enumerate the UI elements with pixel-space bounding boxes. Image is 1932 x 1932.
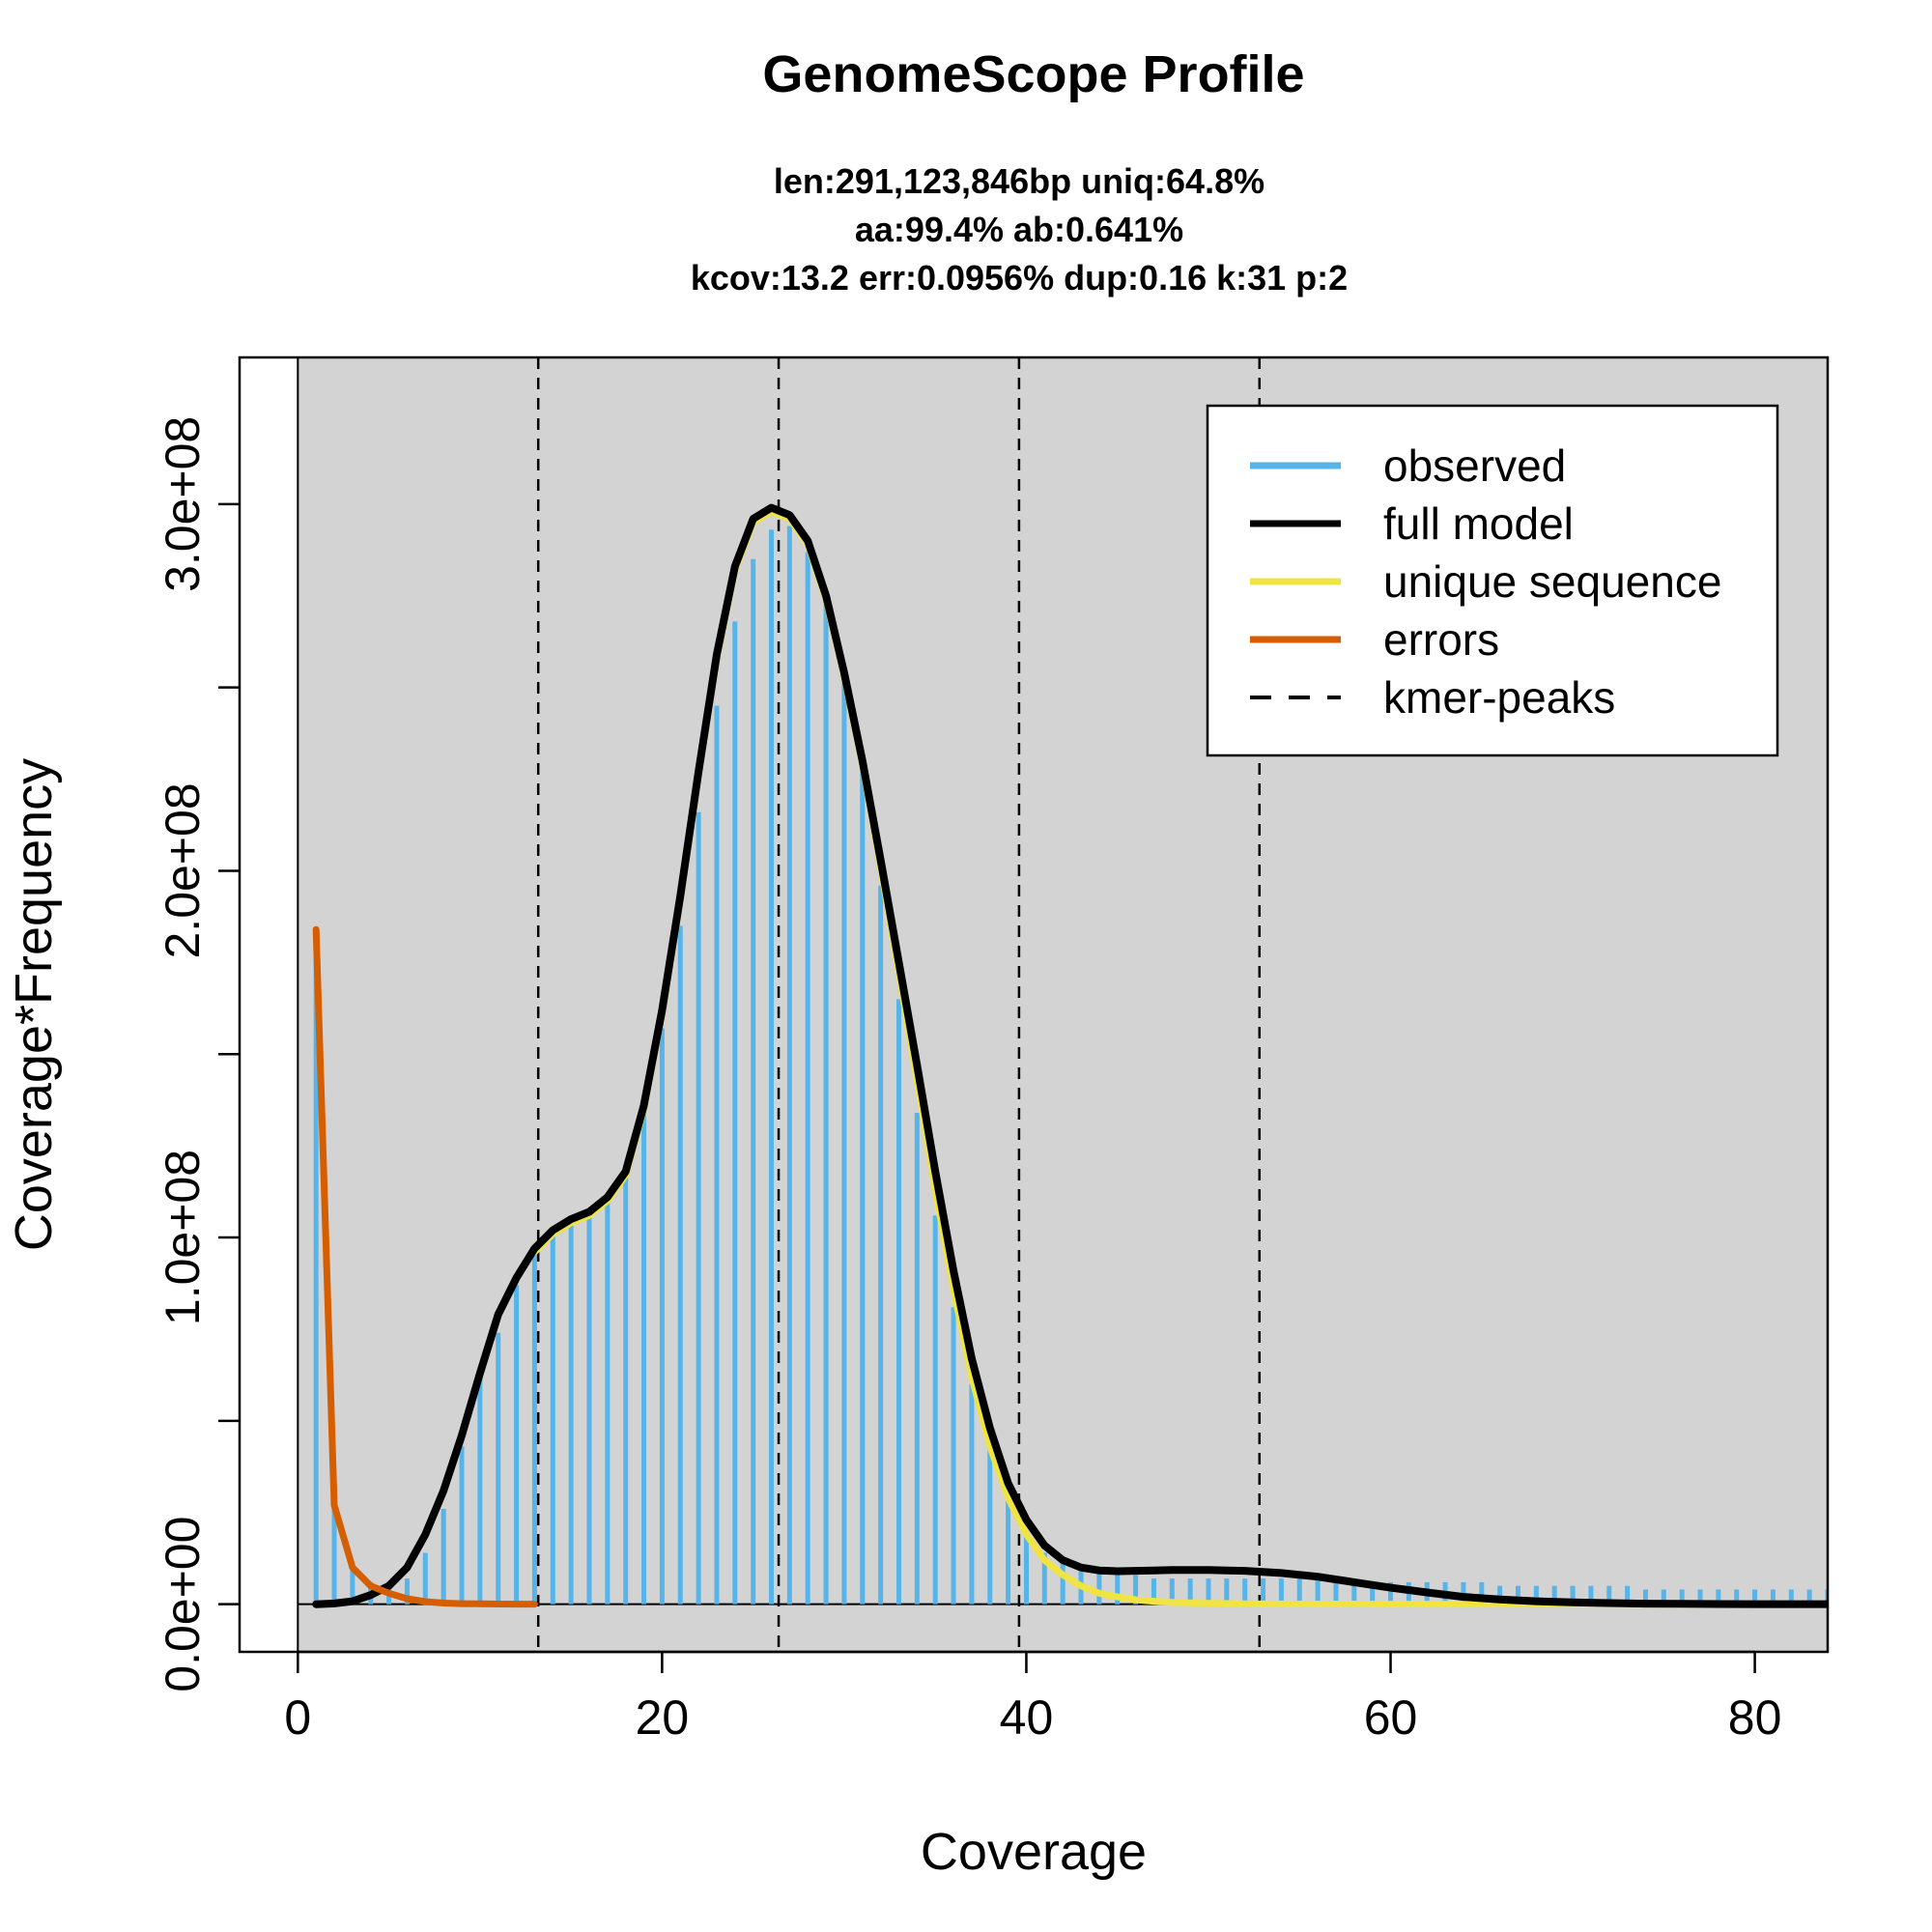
x-axis-label: Coverage bbox=[921, 1823, 1147, 1881]
x-tick-label: 60 bbox=[1364, 1690, 1418, 1745]
x-tick-label: 80 bbox=[1728, 1690, 1782, 1745]
x-tick-label: 20 bbox=[636, 1690, 690, 1745]
y-axis-label: Coverage*Frequency bbox=[5, 758, 63, 1251]
full-model-line bbox=[312, 503, 1828, 1608]
y-tick-label: 3.0e+08 bbox=[156, 416, 210, 592]
y-tick-label: 1.0e+08 bbox=[156, 1150, 210, 1325]
legend-label-errors: errors bbox=[1383, 614, 1499, 665]
legend-label-full-model: full model bbox=[1383, 498, 1574, 549]
x-tick-label: 40 bbox=[1000, 1690, 1054, 1745]
legend-label-kmer-peaks: kmer-peaks bbox=[1383, 672, 1615, 723]
chart-subtitle-line-1: len:291,123,846bp uniq:64.8% bbox=[774, 161, 1264, 201]
legend-label-unique-sequence: unique sequence bbox=[1383, 556, 1721, 607]
legend-label-observed: observed bbox=[1383, 440, 1566, 491]
axes: 0 20 40 60 80 0.0e+00 1.0e+08 2.0e+08 3.0e+08 bbox=[156, 355, 1830, 1745]
x-tick-label: 0 bbox=[284, 1690, 311, 1745]
errors-line bbox=[312, 925, 538, 1608]
chart-subtitle-line-2: aa:99.4% ab:0.641% bbox=[855, 210, 1183, 249]
y-tick-label: 2.0e+08 bbox=[156, 782, 210, 958]
y-tick-label: 0.0e+00 bbox=[156, 1517, 210, 1692]
data-layer bbox=[298, 357, 1828, 1652]
chart-title: GenomeScope Profile bbox=[762, 45, 1304, 103]
legend: observed full model unique sequence errors k… bbox=[1206, 404, 1779, 757]
chart-subtitle-line-3: kcov:13.2 err:0.0956% dup:0.16 k:31 p:2 bbox=[691, 258, 1348, 298]
